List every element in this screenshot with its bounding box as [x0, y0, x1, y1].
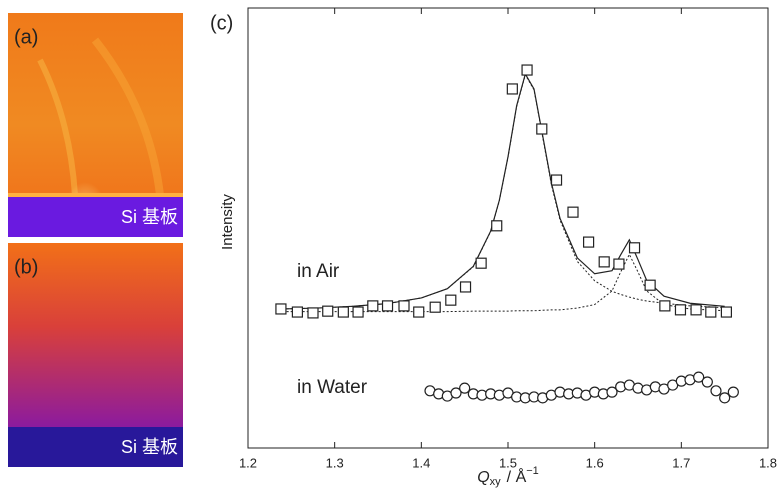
circle-marker: [719, 392, 731, 404]
substrate-b: [8, 427, 183, 467]
x-tick-label: 1.5: [499, 455, 517, 470]
square-marker: [459, 281, 472, 293]
image-b: [8, 243, 183, 429]
square-marker: [506, 83, 518, 95]
x-tick-label: 1.7: [672, 455, 690, 470]
square-marker: [567, 206, 579, 218]
annotation: in Water: [297, 377, 368, 398]
circle-marker: [459, 382, 471, 394]
square-marker: [413, 306, 425, 318]
panel-b: (b) Si 基板: [8, 243, 183, 467]
square-marker: [307, 307, 319, 319]
square-marker: [659, 300, 671, 312]
x-label-sup: −1: [526, 465, 539, 477]
fit-line: [282, 72, 725, 310]
circle-marker: [701, 376, 713, 388]
square-marker: [550, 174, 563, 186]
panel-a: (a) Si 基板: [8, 13, 183, 237]
square-marker: [690, 304, 702, 316]
square-marker: [381, 300, 394, 312]
x-tick-label: 1.8: [759, 455, 777, 470]
surface: [8, 193, 183, 197]
x-label-unit: / Å: [507, 467, 527, 486]
square-marker: [398, 300, 410, 312]
fit-line: [282, 73, 725, 310]
circle-marker: [450, 387, 462, 399]
circle-marker: [727, 386, 739, 398]
square-marker: [705, 306, 717, 318]
x-tick-label: 1.6: [586, 455, 604, 470]
arc: [91, 37, 164, 196]
square-marker: [352, 306, 364, 318]
square-marker: [291, 306, 303, 318]
square-marker: [445, 294, 457, 306]
substrate-label: Si 基板: [121, 437, 178, 457]
substrate-label: Si 基板: [121, 207, 178, 227]
panel-label: (b): [14, 256, 38, 278]
circle-marker: [606, 386, 618, 398]
square-marker: [582, 236, 595, 248]
x-label-sub: xy: [490, 476, 502, 488]
square-marker: [674, 304, 687, 316]
square-marker: [613, 258, 625, 270]
x-tick-label: 1.3: [326, 455, 344, 470]
square-marker: [367, 300, 379, 312]
square-marker: [720, 306, 733, 318]
x-axis-label: Qxy / Å−1: [477, 465, 539, 488]
x-tick-label: 1.2: [239, 455, 257, 470]
square-marker: [275, 303, 287, 315]
square-marker: [337, 306, 349, 318]
square-marker: [598, 256, 610, 268]
circle-marker: [693, 371, 705, 383]
square-marker: [475, 257, 487, 269]
square-marker: [322, 305, 334, 317]
y-axis-label: Intensity: [219, 194, 236, 250]
square-marker: [644, 279, 656, 291]
panel-label: (c): [210, 12, 233, 34]
x-label-symbol: Q: [477, 469, 489, 486]
circle-marker: [710, 385, 722, 397]
x-tick-label: 1.4: [412, 455, 430, 470]
square-marker: [628, 242, 641, 254]
square-marker: [491, 220, 503, 232]
panel-label: (a): [14, 26, 38, 48]
square-marker: [536, 123, 548, 135]
substrate-a: [8, 197, 183, 237]
square-marker: [429, 301, 441, 313]
square-marker: [521, 64, 533, 76]
annotation: in Air: [297, 261, 340, 282]
